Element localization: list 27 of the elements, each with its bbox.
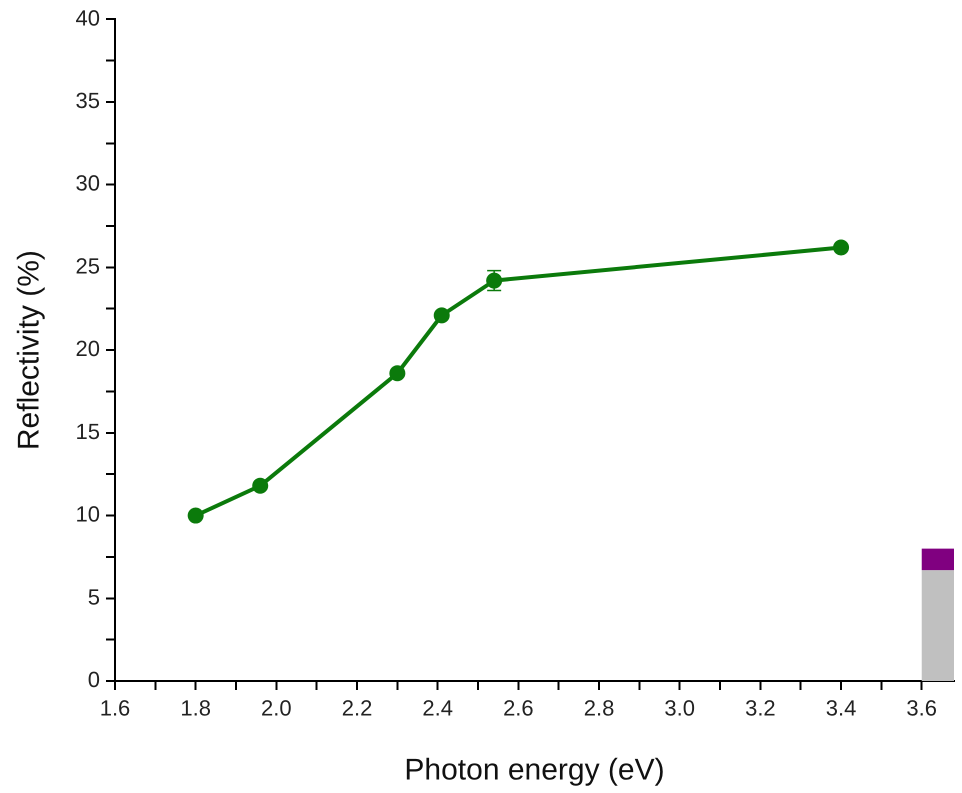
y-tick-label: 15 [76, 418, 100, 444]
point [389, 365, 406, 382]
x-tick-label: 1.8 [180, 695, 211, 720]
point [833, 240, 850, 256]
point [252, 478, 268, 494]
y-tick-label: 40 [76, 5, 100, 30]
y-tick-label: 0 [88, 667, 100, 692]
x-tick-label: 3.4 [826, 695, 856, 720]
x-tick-label: 2.0 [261, 695, 292, 720]
y-tick-label: 30 [76, 170, 100, 196]
x-tick-label: 3.6 [906, 695, 938, 720]
x-tick-label: 2.6 [503, 695, 534, 720]
x-axis-title: Photon energy (eV) [404, 753, 665, 786]
x-tick-label: 2.8 [584, 695, 614, 720]
x-tick-label: 2.4 [422, 695, 453, 720]
x-tick-label: 3.0 [664, 695, 696, 720]
y-tick-label: 5 [88, 584, 100, 610]
x-tick-label: 1.6 [100, 695, 130, 720]
y-axis-title: Reflectivity (%) [12, 250, 46, 450]
point [188, 508, 204, 524]
x-tick-label: 2.2 [342, 695, 372, 720]
y-tick-label: 10 [76, 502, 100, 527]
point [434, 307, 450, 324]
y-tick-label: 20 [76, 336, 100, 362]
y-tick-label: 25 [76, 253, 100, 278]
x-tick-label: 3.2 [745, 695, 776, 720]
y-tick-label: 35 [76, 88, 100, 113]
